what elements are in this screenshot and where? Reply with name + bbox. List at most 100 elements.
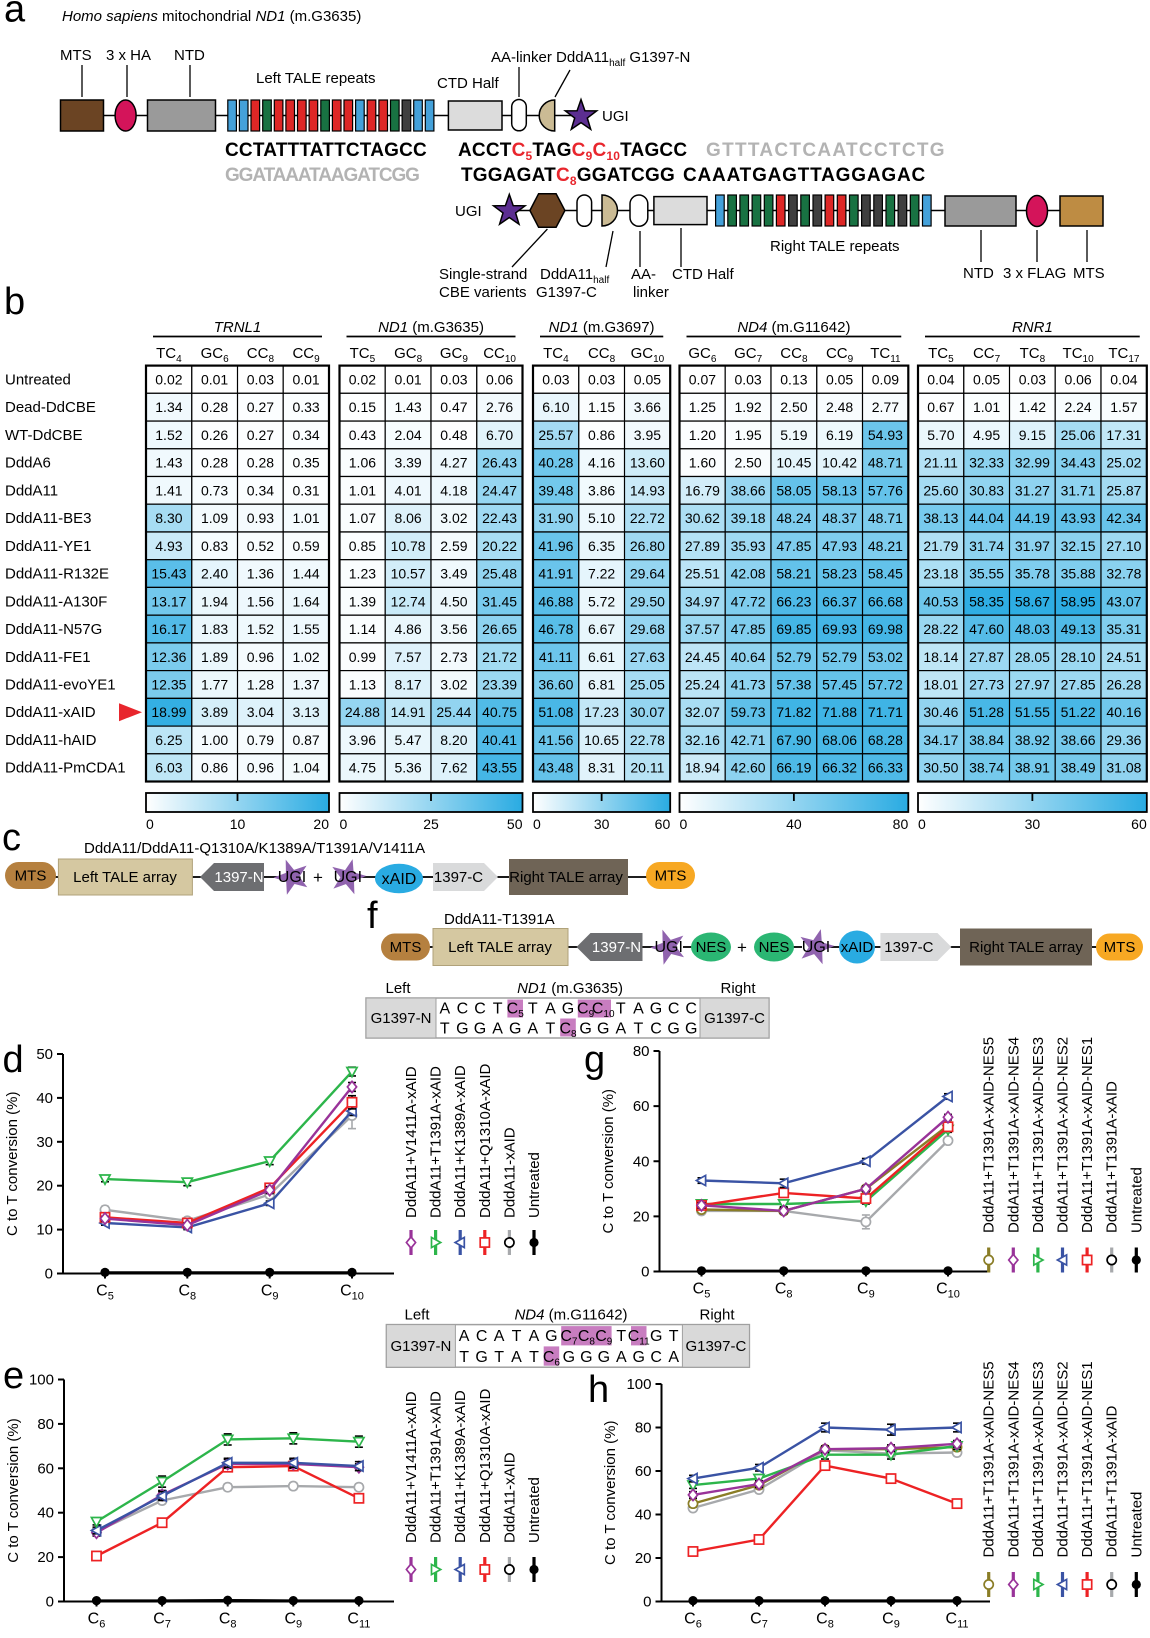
- svg-text:41.96: 41.96: [538, 538, 573, 554]
- svg-text:31.45: 31.45: [482, 593, 517, 609]
- svg-text:58.21: 58.21: [776, 566, 811, 582]
- svg-text:1.42: 1.42: [1019, 399, 1046, 415]
- svg-text:30: 30: [1025, 816, 1041, 832]
- svg-text:DddA11+Q1310A-xAID: DddA11+Q1310A-xAID: [477, 1388, 494, 1543]
- svg-text:22.78: 22.78: [630, 732, 665, 748]
- svg-text:4.75: 4.75: [349, 760, 376, 776]
- svg-text:46.88: 46.88: [538, 593, 573, 609]
- svg-text:24.47: 24.47: [482, 482, 517, 498]
- svg-text:A: A: [492, 1021, 503, 1038]
- svg-text:37.57: 37.57: [685, 621, 720, 637]
- svg-text:0.05: 0.05: [634, 372, 661, 388]
- svg-text:30.46: 30.46: [923, 704, 958, 720]
- svg-text:66.33: 66.33: [868, 760, 903, 776]
- svg-text:21.72: 21.72: [482, 649, 517, 665]
- svg-text:35.93: 35.93: [731, 538, 766, 554]
- svg-text:Left: Left: [385, 980, 411, 997]
- svg-text:57.45: 57.45: [822, 677, 857, 693]
- svg-text:NTD: NTD: [174, 47, 205, 64]
- svg-text:0.03: 0.03: [734, 372, 761, 388]
- svg-text:0.93: 0.93: [247, 510, 274, 526]
- svg-text:xAID: xAID: [382, 871, 417, 888]
- svg-text:31.27: 31.27: [1015, 482, 1050, 498]
- svg-text:0.03: 0.03: [1019, 372, 1046, 388]
- svg-text:47.60: 47.60: [969, 621, 1004, 637]
- svg-text:27.89: 27.89: [685, 538, 720, 554]
- svg-text:3.02: 3.02: [440, 677, 467, 693]
- svg-text:48.71: 48.71: [868, 510, 903, 526]
- svg-text:G1397-C: G1397-C: [704, 1010, 765, 1027]
- svg-text:27.10: 27.10: [1106, 538, 1141, 554]
- svg-text:3.86: 3.86: [588, 482, 615, 498]
- svg-text:GC9: GC9: [440, 345, 469, 365]
- svg-text:60: 60: [633, 1098, 650, 1115]
- svg-text:UGI: UGI: [334, 869, 362, 886]
- svg-text:6.25: 6.25: [155, 732, 182, 748]
- svg-text:DddA11+T1391A-xAID-NES1: DddA11+T1391A-xAID-NES1: [1079, 1037, 1096, 1233]
- svg-text:2.48: 2.48: [826, 399, 853, 415]
- svg-text:25: 25: [423, 816, 439, 832]
- svg-text:58.05: 58.05: [776, 482, 811, 498]
- svg-text:0.96: 0.96: [247, 649, 274, 665]
- svg-text:DddA11-A130F: DddA11-A130F: [5, 593, 107, 610]
- svg-text:1.56: 1.56: [247, 593, 274, 609]
- svg-text:C: C: [476, 1328, 488, 1345]
- svg-text:DddA11-xAID: DddA11-xAID: [5, 704, 96, 721]
- svg-text:G: G: [456, 1021, 468, 1038]
- svg-text:35.55: 35.55: [969, 566, 1004, 582]
- svg-text:e: e: [3, 1355, 24, 1397]
- svg-text:Left: Left: [404, 1307, 430, 1324]
- svg-text:69.93: 69.93: [822, 621, 857, 637]
- svg-text:0: 0: [146, 816, 154, 832]
- svg-text:UGI: UGI: [654, 939, 682, 956]
- svg-text:4.16: 4.16: [588, 455, 615, 471]
- svg-text:18.14: 18.14: [923, 649, 958, 665]
- svg-text:4.27: 4.27: [440, 455, 467, 471]
- svg-text:25.05: 25.05: [630, 677, 665, 693]
- svg-text:5.70: 5.70: [927, 427, 954, 443]
- svg-text:28.05: 28.05: [1015, 649, 1050, 665]
- svg-text:30: 30: [594, 816, 610, 832]
- svg-text:A: A: [459, 1328, 470, 1345]
- svg-text:G: G: [563, 1349, 575, 1366]
- svg-text:51.55: 51.55: [1015, 704, 1050, 720]
- svg-text:0.99: 0.99: [349, 649, 376, 665]
- svg-text:T: T: [440, 1021, 450, 1038]
- svg-text:30.50: 30.50: [923, 760, 958, 776]
- svg-text:0.04: 0.04: [1110, 372, 1137, 388]
- svg-text:26.80: 26.80: [630, 538, 665, 554]
- svg-text:41.73: 41.73: [731, 677, 766, 693]
- svg-text:1397-N: 1397-N: [214, 869, 263, 886]
- svg-text:6.10: 6.10: [542, 399, 569, 415]
- svg-text:25.24: 25.24: [685, 677, 720, 693]
- svg-text:0.03: 0.03: [588, 372, 615, 388]
- svg-text:DddA11+Q1310A-xAID: DddA11+Q1310A-xAID: [477, 1063, 494, 1218]
- svg-text:0: 0: [918, 816, 926, 832]
- svg-text:32.07: 32.07: [685, 704, 720, 720]
- svg-text:4.01: 4.01: [394, 482, 421, 498]
- svg-text:c: c: [2, 817, 21, 859]
- svg-text:0.05: 0.05: [826, 372, 853, 388]
- svg-text:44.04: 44.04: [969, 510, 1004, 526]
- svg-text:0.07: 0.07: [689, 372, 716, 388]
- svg-text:DddA11+T1391A-xAID-NES4: DddA11+T1391A-xAID-NES4: [1005, 1361, 1022, 1557]
- svg-text:71.88: 71.88: [822, 704, 857, 720]
- svg-text:1.39: 1.39: [349, 593, 376, 609]
- svg-text:CTD Half: CTD Half: [437, 75, 500, 92]
- svg-text:0.96: 0.96: [247, 760, 274, 776]
- svg-text:40.41: 40.41: [482, 732, 517, 748]
- svg-text:4.93: 4.93: [155, 538, 182, 554]
- svg-text:0.87: 0.87: [292, 732, 319, 748]
- svg-text:0.28: 0.28: [247, 455, 274, 471]
- svg-text:1.25: 1.25: [689, 399, 716, 415]
- svg-text:1.60: 1.60: [689, 455, 716, 471]
- svg-text:1.01: 1.01: [292, 510, 319, 526]
- svg-text:1.36: 1.36: [247, 566, 274, 582]
- svg-text:58.13: 58.13: [822, 482, 857, 498]
- svg-text:27.85: 27.85: [1061, 677, 1096, 693]
- svg-text:6.03: 6.03: [155, 760, 182, 776]
- svg-text:29.36: 29.36: [1106, 732, 1141, 748]
- svg-text:A: A: [494, 1328, 505, 1345]
- svg-text:0.28: 0.28: [201, 455, 228, 471]
- svg-text:57.76: 57.76: [868, 482, 903, 498]
